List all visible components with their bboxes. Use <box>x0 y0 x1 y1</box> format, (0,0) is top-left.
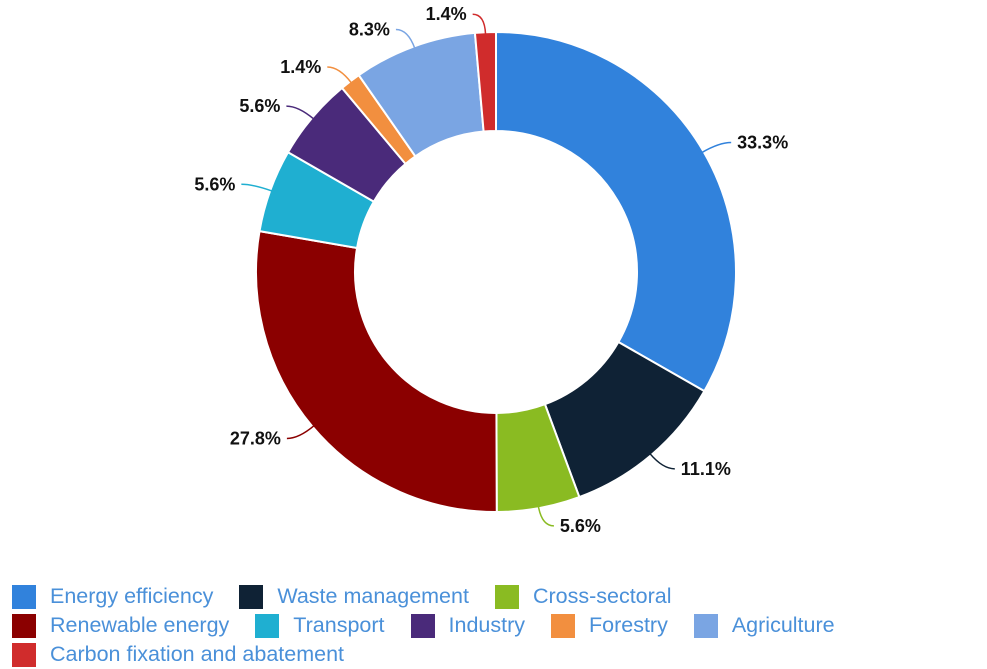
data-label-energy-efficiency: 33.3% <box>737 133 788 153</box>
leader-line-carbon-fixation-and-abatement <box>472 13 487 35</box>
slice-energy-efficiency[interactable] <box>495 30 737 393</box>
legend-swatch-renewable-energy <box>12 613 36 638</box>
legend-label-industry: Industry <box>448 613 525 637</box>
legend-item-waste-management[interactable]: Waste management <box>239 584 469 609</box>
legend-item-carbon-fixation[interactable]: Carbon fixation and abatement <box>12 642 344 667</box>
data-label-agriculture: 8.3% <box>349 19 390 39</box>
data-label-forestry: 1.4% <box>280 57 321 77</box>
legend-swatch-forestry <box>551 613 575 638</box>
legend-row-3: Carbon fixation and abatement <box>12 640 987 669</box>
legend-swatch-agriculture <box>693 613 718 638</box>
legend-item-energy-efficiency[interactable]: Energy efficiency <box>12 584 213 609</box>
legend-item-cross-sectoral[interactable]: Cross-sectoral <box>494 584 672 609</box>
legend-label-energy-efficiency: Energy efficiency <box>50 584 214 608</box>
leader-line-agriculture <box>395 28 416 49</box>
leader-line-renewable-energy <box>286 425 315 440</box>
leader-line-forestry <box>327 66 353 84</box>
leader-line-energy-efficiency <box>701 141 732 154</box>
donut-chart: 33.3%11.1%5.6%27.8%5.6%5.6%1.4%8.3%1.4% <box>194 4 788 536</box>
legend-swatch-cross-sectoral <box>494 584 519 609</box>
legend-row-2: Renewable energy Transport Industry Fore… <box>12 611 987 640</box>
legend-item-forestry[interactable]: Forestry <box>551 613 668 638</box>
leader-line-transport <box>241 183 273 192</box>
legend-item-agriculture[interactable]: Agriculture <box>693 613 835 638</box>
legend-swatch-waste-management <box>239 584 264 609</box>
leader-line-industry <box>286 105 315 120</box>
legend-row-1: Energy efficiency Waste management Cross… <box>12 582 987 611</box>
legend-label-transport: Transport <box>293 613 385 637</box>
legend-label-waste-management: Waste management <box>277 584 469 608</box>
legend-swatch-transport <box>255 613 280 638</box>
data-label-cross-sectoral: 5.6% <box>560 516 601 536</box>
legend-item-industry[interactable]: Industry <box>410 613 525 638</box>
data-label-renewable-energy: 27.8% <box>230 428 281 448</box>
legend-swatch-industry <box>410 613 435 638</box>
leader-line-waste-management <box>649 453 675 470</box>
legend-swatch-carbon-fixation <box>12 642 36 667</box>
legend-swatch-energy-efficiency <box>12 584 36 609</box>
legend-label-cross-sectoral: Cross-sectoral <box>532 584 672 608</box>
legend-label-forestry: Forestry <box>589 613 668 637</box>
slice-carbon-fixation-and-abatement[interactable] <box>473 30 497 133</box>
legend-item-renewable-energy[interactable]: Renewable energy <box>12 613 229 638</box>
legend-label-renewable-energy: Renewable energy <box>50 613 230 637</box>
data-label-carbon-fixation-and-abatement: 1.4% <box>426 4 467 24</box>
data-label-transport: 5.6% <box>194 174 235 194</box>
chart-legend: Energy efficiency Waste management Cross… <box>12 582 987 669</box>
data-label-industry: 5.6% <box>239 96 280 116</box>
legend-label-carbon-fixation: Carbon fixation and abatement <box>50 642 345 666</box>
legend-label-agriculture: Agriculture <box>731 613 835 637</box>
legend-item-transport[interactable]: Transport <box>255 613 385 638</box>
slice-renewable-energy[interactable] <box>255 229 498 513</box>
leader-line-cross-sectoral <box>537 506 554 527</box>
data-label-waste-management: 11.1% <box>681 459 731 479</box>
